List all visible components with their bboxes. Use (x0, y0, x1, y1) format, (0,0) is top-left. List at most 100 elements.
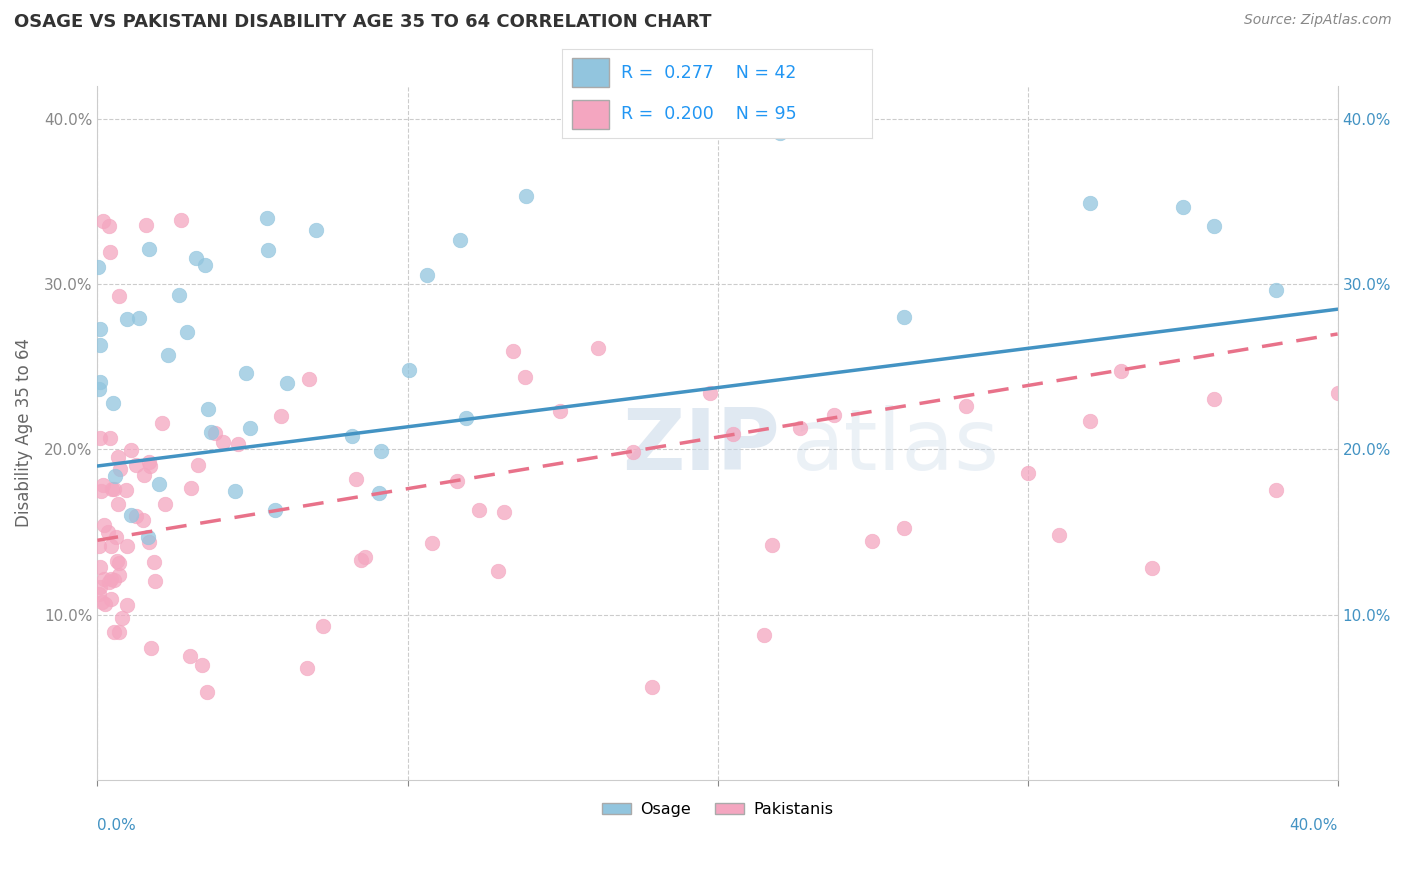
Point (1202, 392, 1225, 407)
Point (449, 233, 471, 247)
Point (98, 219, 121, 234)
Point (344, 472, 367, 486)
Point (97, 525, 120, 540)
Point (823, 409, 845, 423)
Point (513, 370, 536, 384)
Point (416, 268, 439, 282)
Point (893, 520, 915, 534)
Point (107, 450, 129, 465)
Point (761, 538, 783, 552)
Point (98, 244, 121, 259)
FancyBboxPatch shape (572, 100, 609, 129)
Point (1017, 466, 1039, 480)
Point (138, 459, 160, 474)
Point (586, 341, 609, 355)
Point (100, 573, 122, 587)
Point (204, 425, 226, 440)
Point (342, 429, 364, 443)
Point (120, 508, 142, 522)
Point (103, 625, 125, 640)
Point (105, 554, 128, 568)
Point (754, 627, 776, 641)
Point (111, 611, 134, 625)
Point (200, 425, 222, 440)
Point (550, 404, 572, 418)
Point (87, 382, 110, 396)
Point (138, 534, 160, 549)
Point (224, 483, 246, 498)
Point (446, 475, 468, 489)
Point (176, 325, 198, 339)
Point (167, 287, 190, 301)
Point (263, 503, 285, 517)
Point (103, 482, 125, 496)
Point (107, 497, 129, 511)
Point (98, 431, 121, 445)
Point (186, 251, 208, 265)
Point (295, 660, 318, 674)
Point (91, 213, 114, 227)
Point (87, 587, 110, 601)
Point (89, 321, 111, 335)
Point (1078, 196, 1101, 211)
Point (97, 575, 120, 590)
Point (108, 289, 131, 303)
Point (139, 640, 162, 655)
Point (115, 539, 138, 553)
Point (1047, 527, 1070, 541)
Point (100, 539, 122, 553)
Point (104, 530, 127, 544)
Point (860, 534, 883, 549)
Point (370, 444, 392, 458)
Point (128, 310, 150, 325)
Point (212, 434, 235, 449)
Point (420, 536, 443, 550)
Point (955, 399, 977, 413)
Point (256, 211, 278, 226)
Point (107, 567, 129, 582)
Point (100, 591, 122, 606)
Point (768, 126, 790, 140)
Point (138, 455, 160, 469)
Point (187, 458, 209, 472)
Point (350, 552, 373, 566)
Point (115, 311, 138, 326)
Point (157, 348, 180, 362)
Point (256, 243, 278, 257)
Point (298, 372, 321, 386)
Text: 0.0%: 0.0% (97, 818, 136, 833)
Point (136, 530, 159, 544)
Text: ZIP: ZIP (621, 405, 779, 488)
Point (454, 410, 477, 425)
Point (194, 258, 217, 272)
FancyBboxPatch shape (572, 58, 609, 87)
Point (305, 223, 328, 237)
Point (108, 556, 131, 570)
Point (1109, 364, 1132, 378)
Point (1171, 200, 1194, 214)
Point (179, 648, 201, 663)
Point (226, 436, 249, 450)
Point (103, 573, 125, 587)
Point (270, 409, 292, 423)
Point (191, 657, 214, 672)
Point (153, 497, 176, 511)
Text: R =  0.200    N = 95: R = 0.200 N = 95 (621, 104, 797, 123)
Point (312, 619, 335, 633)
Point (621, 445, 644, 459)
Point (699, 386, 721, 401)
Text: OSAGE VS PAKISTANI DISABILITY AGE 35 TO 64 CORRELATION CHART: OSAGE VS PAKISTANI DISABILITY AGE 35 TO … (14, 13, 711, 31)
Point (138, 242, 160, 256)
Point (132, 513, 155, 527)
Point (125, 458, 148, 473)
Point (93, 572, 115, 586)
Point (150, 416, 173, 430)
Point (789, 421, 811, 435)
Point (1264, 283, 1286, 297)
Text: R =  0.277    N = 42: R = 0.277 N = 42 (621, 63, 797, 82)
Point (398, 362, 420, 376)
Point (502, 344, 524, 359)
Point (135, 218, 157, 232)
Point (93, 597, 115, 611)
Point (1326, 386, 1348, 401)
